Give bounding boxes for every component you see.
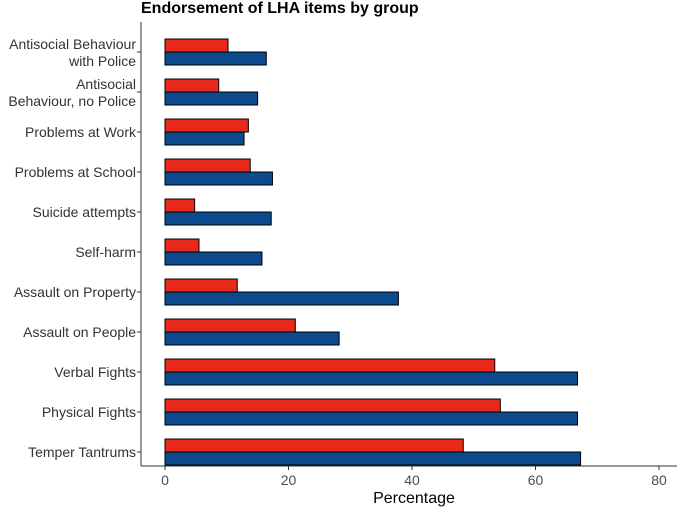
bar-blue (164, 291, 399, 306)
bar-blue (164, 211, 272, 226)
x-tick-label: 80 (651, 472, 667, 488)
category-label: Self-harm (75, 244, 136, 260)
x-tick-label: 0 (161, 472, 169, 488)
category-label: Problems at Work (25, 124, 137, 140)
chart-title: Endorsement of LHA items by group (141, 0, 419, 17)
x-axis-title: Percentage (373, 490, 455, 507)
bar-red (164, 198, 196, 213)
category-label: Temper Tantrums (28, 444, 136, 460)
category-label: Suicide attempts (33, 204, 137, 220)
bar-blue (164, 331, 340, 346)
bar-blue (164, 411, 578, 426)
bar-blue (164, 371, 578, 386)
bar-red (164, 278, 238, 293)
x-tick-label: 60 (528, 472, 544, 488)
category-label: Antisocial Behaviour, no Police (8, 76, 136, 109)
category-label: Assault on Property (14, 284, 136, 300)
bar-red (164, 78, 220, 93)
bar-red (164, 38, 229, 53)
bar-red (164, 318, 296, 333)
category-label: Problems at School (15, 164, 136, 180)
x-tick-label: 20 (281, 472, 297, 488)
bar-blue (164, 51, 267, 66)
category-label: Physical Fights (42, 404, 136, 420)
bar-red (164, 158, 251, 173)
category-label: Assault on People (23, 324, 136, 340)
category-label: Verbal Fights (54, 364, 136, 380)
bar-blue (164, 451, 582, 466)
bar-red (164, 238, 200, 253)
bar-blue (164, 251, 263, 266)
bar-red (164, 398, 501, 413)
bar-blue (164, 91, 259, 106)
bar-red (164, 118, 249, 133)
bar-red (164, 438, 464, 453)
bar-red (164, 358, 496, 373)
x-tick-label: 40 (404, 472, 420, 488)
bar-blue (164, 171, 273, 186)
bar-blue (164, 131, 245, 146)
category-label: Antisocial Behaviour with Police (9, 36, 136, 69)
